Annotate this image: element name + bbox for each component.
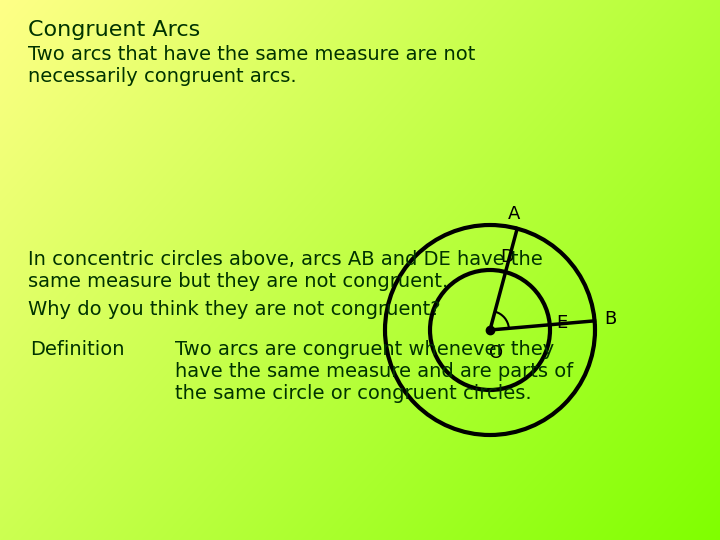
Text: Two arcs that have the same measure are not: Two arcs that have the same measure are … bbox=[28, 45, 475, 64]
Text: necessarily congruent arcs.: necessarily congruent arcs. bbox=[28, 67, 297, 86]
Text: B: B bbox=[605, 310, 617, 328]
Text: E: E bbox=[556, 314, 567, 332]
Text: Congruent Arcs: Congruent Arcs bbox=[28, 20, 200, 40]
Text: same measure but they are not congruent.: same measure but they are not congruent. bbox=[28, 272, 449, 291]
Text: A: A bbox=[508, 205, 521, 222]
Text: have the same measure and are parts of: have the same measure and are parts of bbox=[175, 362, 573, 381]
Text: In concentric circles above, arcs AB and DE have the: In concentric circles above, arcs AB and… bbox=[28, 250, 543, 269]
Text: the same circle or congruent circles.: the same circle or congruent circles. bbox=[175, 384, 531, 403]
Text: Two arcs are congruent whenever they: Two arcs are congruent whenever they bbox=[175, 340, 554, 359]
Text: D: D bbox=[500, 248, 515, 266]
Text: Why do you think they are not congruent?: Why do you think they are not congruent? bbox=[28, 300, 441, 319]
Text: O: O bbox=[489, 344, 503, 362]
Text: Definition: Definition bbox=[30, 340, 125, 359]
